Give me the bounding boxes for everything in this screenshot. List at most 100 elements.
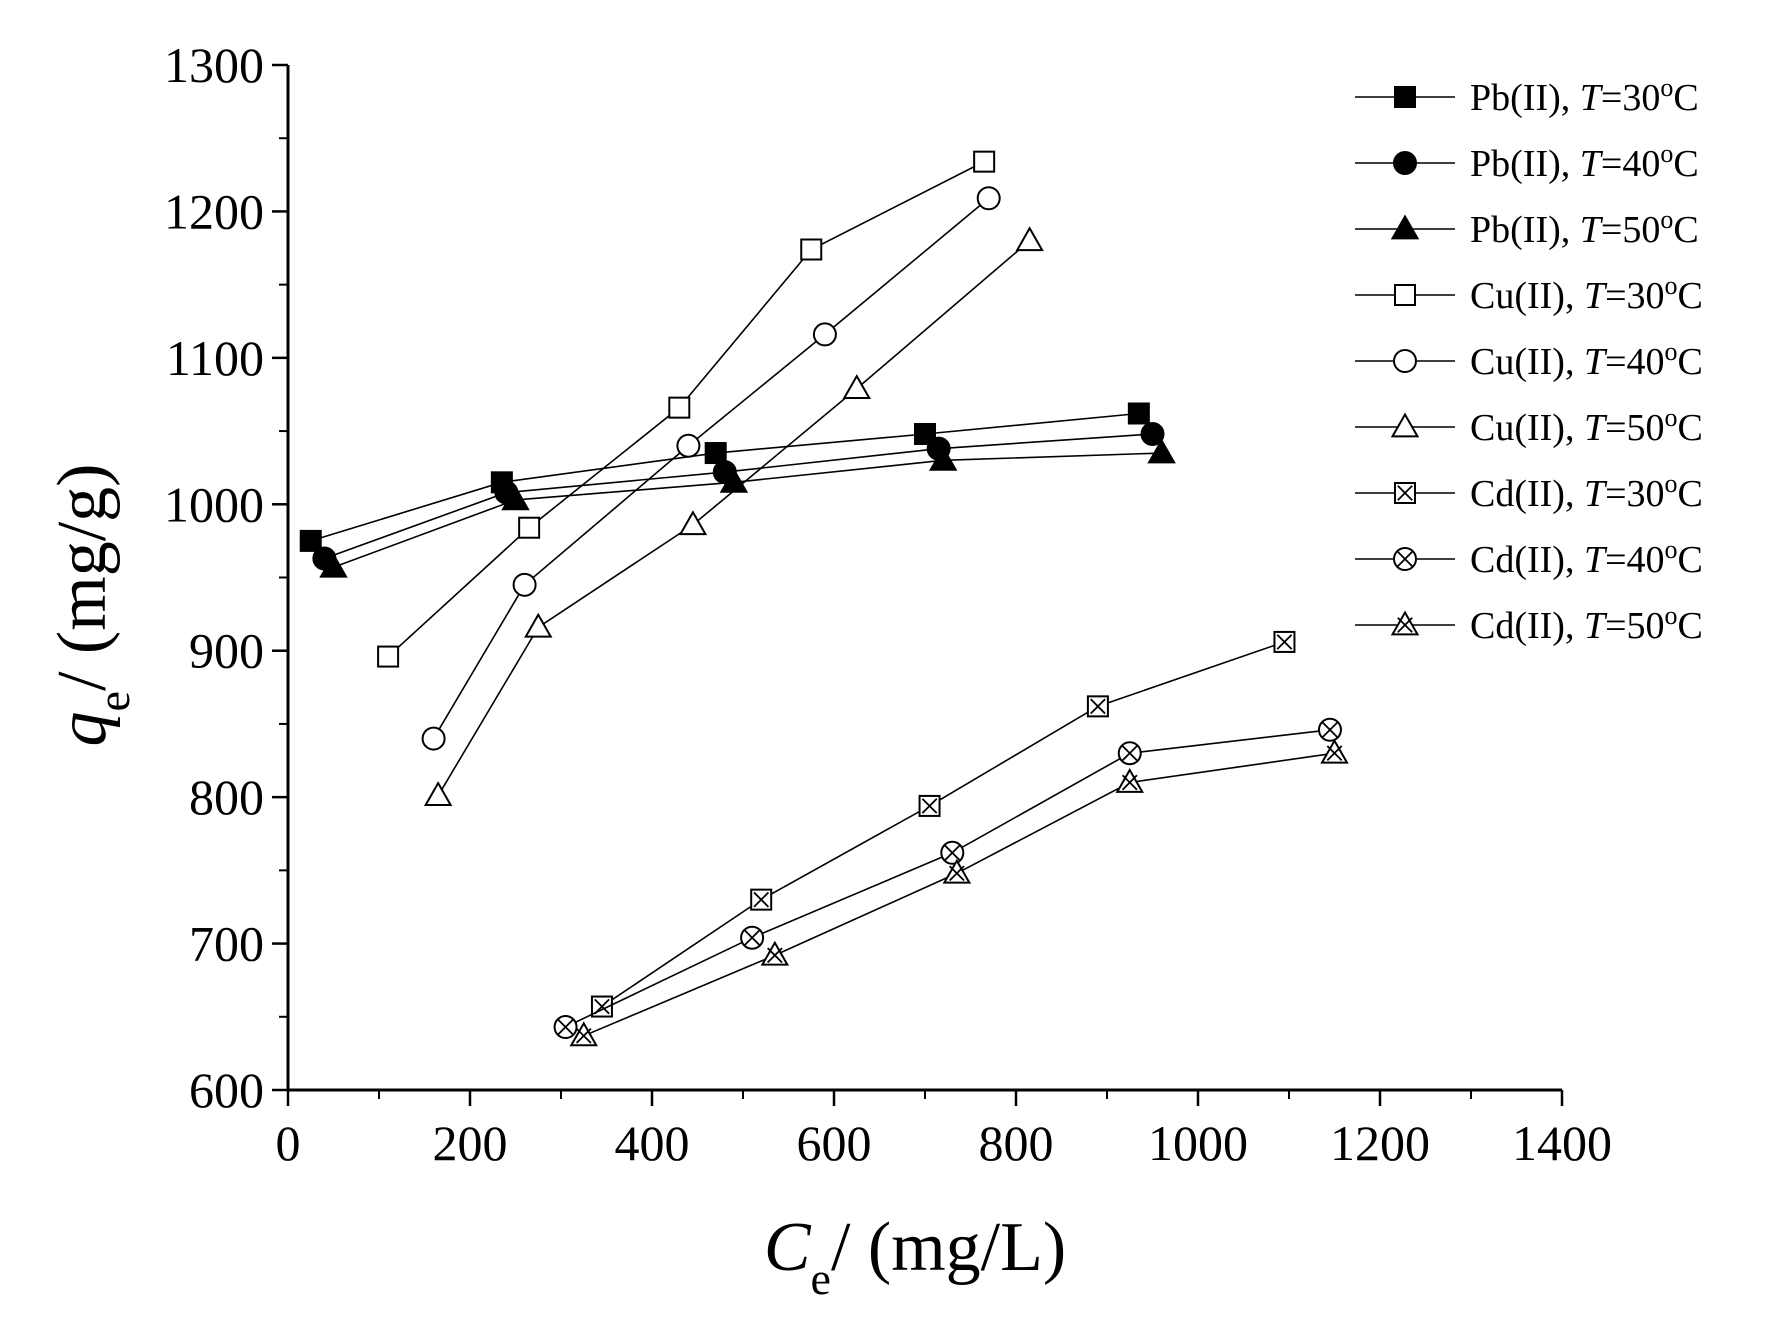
data-point-cross-b [1121, 745, 1138, 762]
y-tick-label: 600 [189, 1062, 264, 1118]
series-layer [299, 150, 1349, 1047]
legend-marker [1390, 610, 1420, 636]
x-tick-label: 200 [433, 1115, 508, 1171]
legend-entry: Cd(II), T=30oC [1355, 469, 1703, 515]
x-tick-label: 400 [615, 1115, 690, 1171]
legend-label-part: C [1678, 605, 1703, 647]
data-point-cross-b [944, 844, 961, 861]
data-point [676, 433, 701, 458]
legend-label-part: C [1678, 407, 1703, 449]
legend-label-part: =50 [1605, 407, 1664, 449]
data-point [524, 612, 553, 638]
y-axis-unit: / (mg/g) [44, 464, 121, 691]
legend-label-part: Cd(II), [1470, 473, 1584, 515]
x-tick-label: 600 [797, 1115, 872, 1171]
legend-label-part: o [1665, 469, 1678, 498]
data-point [760, 940, 790, 966]
legend-label-part: C [1678, 275, 1703, 317]
x-tick-label: 0 [276, 1115, 301, 1171]
y-axis-subscript: e [88, 691, 139, 711]
y-tick-label: 900 [189, 623, 264, 679]
data-point-cross-b [921, 798, 938, 814]
x-axis-symbol: C [764, 1209, 812, 1286]
series-9 [569, 738, 1349, 1047]
data-point-cross-b [1090, 698, 1106, 715]
y-tick-label: 1100 [166, 330, 264, 386]
legend-marker [1390, 214, 1420, 240]
x-tick-label: 1200 [1330, 1115, 1430, 1171]
data-point-cross-b [753, 891, 770, 908]
legend-label-part: =40 [1601, 143, 1660, 185]
x-tick-label: 1400 [1512, 1115, 1612, 1171]
legend-label-part: T [1584, 605, 1608, 647]
legend-marker [1394, 86, 1416, 108]
x-axis-unit: / (mg/L) [831, 1209, 1066, 1286]
legend-label: Cu(II), T=50oC [1470, 403, 1703, 449]
legend-label-part: T [1580, 209, 1604, 251]
data-point-cross-b [1276, 634, 1293, 650]
data-point-cross-b [557, 1019, 574, 1035]
data-point [421, 726, 446, 751]
legend-label-part: o [1665, 601, 1678, 630]
legend-label-part: =30 [1601, 77, 1660, 119]
legend-label: Cd(II), T=40oC [1470, 535, 1703, 581]
data-point [423, 781, 453, 807]
data-point-cross-b [744, 929, 760, 946]
y-tick-label: 1000 [164, 476, 264, 532]
legend-label-part: C [1678, 473, 1703, 515]
data-point-cross-b [1121, 774, 1138, 791]
data-point [377, 645, 400, 668]
data-point [973, 150, 996, 173]
legend-label-part: =50 [1601, 209, 1660, 251]
legend-entry: Cu(II), T=40oC [1355, 337, 1703, 383]
legend-label-part: Cu(II), [1470, 407, 1584, 449]
legend-label-part: =40 [1605, 341, 1664, 383]
data-point [928, 445, 958, 471]
legend-label-part: Cd(II), [1470, 605, 1584, 647]
legend-label-part: o [1665, 271, 1678, 300]
data-point [914, 423, 936, 445]
legend-label-part: T [1580, 143, 1604, 185]
legend-marker-cross-b [1397, 617, 1413, 633]
legend-marker-cross-b [1397, 485, 1413, 501]
y-tick-label: 800 [189, 769, 264, 825]
y-tick-label: 1200 [164, 183, 264, 239]
x-tick-label: 1000 [1148, 1115, 1248, 1171]
data-point [299, 529, 322, 552]
legend-entry: Pb(II), T=30oC [1355, 73, 1699, 119]
data-point [1015, 226, 1044, 252]
legend-label-part: Cd(II), [1470, 539, 1584, 581]
legend-marker [1393, 151, 1417, 175]
legend-entry: Cd(II), T=50oC [1355, 601, 1703, 647]
data-point [512, 572, 537, 597]
data-point [812, 322, 837, 347]
data-point [678, 510, 708, 536]
legend-label-part: =50 [1605, 605, 1664, 647]
legend-entry: Cd(II), T=40oC [1355, 535, 1703, 581]
legend-label-part: Cu(II), [1470, 341, 1584, 383]
legend-label-part: o [1660, 73, 1673, 102]
x-tick-label: 800 [979, 1115, 1054, 1171]
legend-label-part: =30 [1605, 473, 1664, 515]
legend-label-part: T [1584, 473, 1608, 515]
legend-label-part: C [1678, 341, 1703, 383]
legend-entry: Pb(II), T=50oC [1355, 205, 1699, 251]
legend-label-part: T [1584, 341, 1608, 383]
legend-label-part: T [1584, 539, 1608, 581]
data-point [1147, 438, 1176, 464]
legend-label-part: Pb(II), [1470, 77, 1580, 119]
data-point-cross-b [1322, 721, 1338, 738]
data-point [319, 552, 348, 578]
legend-label-part: C [1673, 143, 1698, 185]
legend-label: Cd(II), T=50oC [1470, 601, 1703, 647]
legend-label-part: Pb(II), [1470, 209, 1580, 251]
legend-marker [1393, 349, 1417, 373]
data-point [518, 516, 541, 539]
data-point [1140, 422, 1165, 446]
legend-label-part: o [1665, 403, 1678, 432]
legend-label-part: T [1580, 77, 1604, 119]
data-point [1115, 767, 1144, 793]
series-6 [423, 226, 1044, 807]
